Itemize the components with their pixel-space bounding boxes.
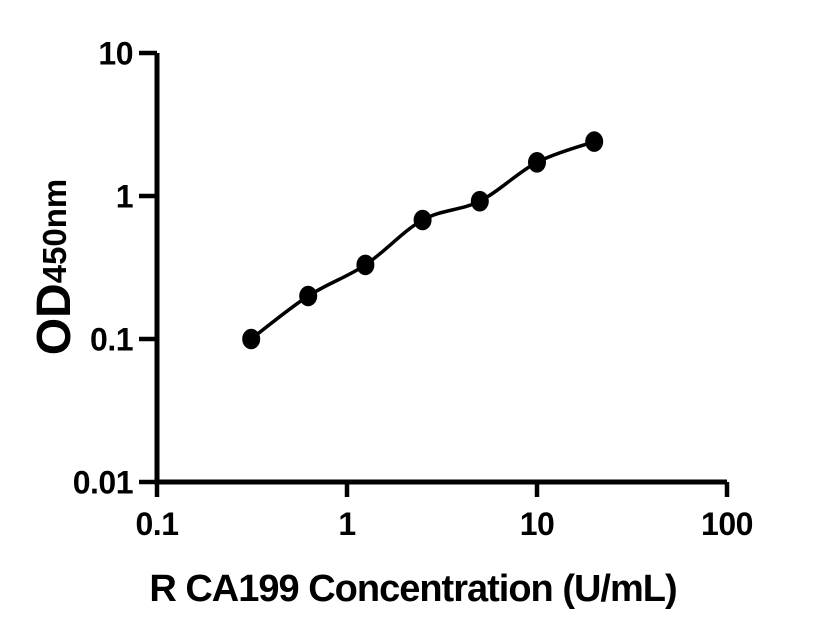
x-tick-label: 10 xyxy=(520,506,555,542)
x-tick-label: 0.1 xyxy=(136,506,179,542)
data-point xyxy=(528,152,546,173)
y-axis-title-subscript: 450nm xyxy=(36,179,73,284)
x-tick-label: 100 xyxy=(701,506,753,542)
data-point xyxy=(242,328,261,350)
y-tick-label: 0.01 xyxy=(73,465,133,501)
data-point xyxy=(299,285,318,307)
data-points xyxy=(242,131,604,350)
y-axis-tick-labels: 0.01 0.1 1 10 xyxy=(73,36,134,501)
x-axis-tick-labels: 0.1 1 10 100 xyxy=(136,506,754,542)
data-point xyxy=(585,131,604,152)
data-point xyxy=(356,254,375,276)
y-axis-ticks xyxy=(139,50,157,485)
y-axis-title-main: OD xyxy=(28,283,81,355)
x-axis-title: R CA199 Concentration (U/mL) xyxy=(149,568,676,610)
axis-line xyxy=(154,53,727,485)
x-tick-label: 1 xyxy=(338,506,355,542)
y-tick-label: 0.1 xyxy=(90,322,133,358)
data-point xyxy=(470,190,489,212)
fit-curve xyxy=(250,139,595,341)
y-tick-label: 10 xyxy=(98,36,133,72)
data-point xyxy=(413,209,432,231)
y-axis-title: OD450nm xyxy=(28,179,81,356)
x-axis-ticks xyxy=(154,482,730,497)
y-tick-label: 1 xyxy=(116,179,133,215)
